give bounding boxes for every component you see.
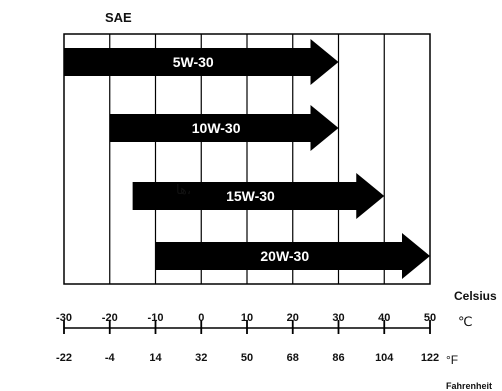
grade-arrow bbox=[155, 233, 430, 279]
celsius-tick-label: 20 bbox=[287, 312, 299, 324]
grade-label: 20W-30 bbox=[260, 248, 309, 264]
fahrenheit-tick-label: 50 bbox=[241, 352, 253, 364]
fahrenheit-tick-label: 68 bbox=[287, 352, 299, 364]
fahrenheit-axis-label: Fahrenheit bbox=[446, 381, 492, 391]
celsius-tick-label: 40 bbox=[378, 312, 390, 324]
grade-arrows: 5W-30 10W-30 15W-30 20W-30 bbox=[64, 39, 430, 279]
celsius-tick-label: -20 bbox=[102, 312, 118, 324]
grade-label: 15W-30 bbox=[226, 188, 275, 204]
celsius-tick-label: -10 bbox=[148, 312, 164, 324]
fahrenheit-tick-label: 14 bbox=[149, 352, 162, 364]
fahrenheit-tick-label: -4 bbox=[105, 352, 116, 364]
celsius-tick-label: 0 bbox=[198, 312, 204, 324]
celsius-tick-label: 30 bbox=[332, 312, 344, 324]
diagram-title: SAE bbox=[105, 10, 132, 25]
celsius-tick-label: -30 bbox=[56, 312, 72, 324]
grade-arrow bbox=[132, 173, 385, 219]
grade-label: 10W-30 bbox=[192, 120, 241, 136]
fahrenheit-tick-label: 122 bbox=[421, 352, 439, 364]
fahrenheit-unit: °F bbox=[446, 353, 458, 367]
grade-arrow bbox=[109, 105, 339, 151]
side-text: ها، bbox=[176, 183, 192, 198]
celsius-tick-labels: -30 -20 -10 0 10 20 30 40 50 bbox=[56, 312, 436, 324]
celsius-axis-label: Celsius bbox=[454, 289, 497, 303]
celsius-unit: ℃ bbox=[458, 314, 473, 329]
fahrenheit-tick-label: 32 bbox=[195, 352, 207, 364]
grade-arrow bbox=[64, 39, 339, 85]
fahrenheit-tick-label: 86 bbox=[332, 352, 344, 364]
celsius-tick-label: 10 bbox=[241, 312, 253, 324]
celsius-ticks bbox=[63, 320, 431, 334]
fahrenheit-tick-labels: -22 -4 14 32 50 68 86 104 122 bbox=[56, 352, 439, 364]
grade-label: 5W-30 bbox=[173, 54, 214, 70]
fahrenheit-tick-label: -22 bbox=[56, 352, 72, 364]
fahrenheit-tick-label: 104 bbox=[375, 352, 394, 364]
celsius-tick-label: 50 bbox=[424, 312, 436, 324]
